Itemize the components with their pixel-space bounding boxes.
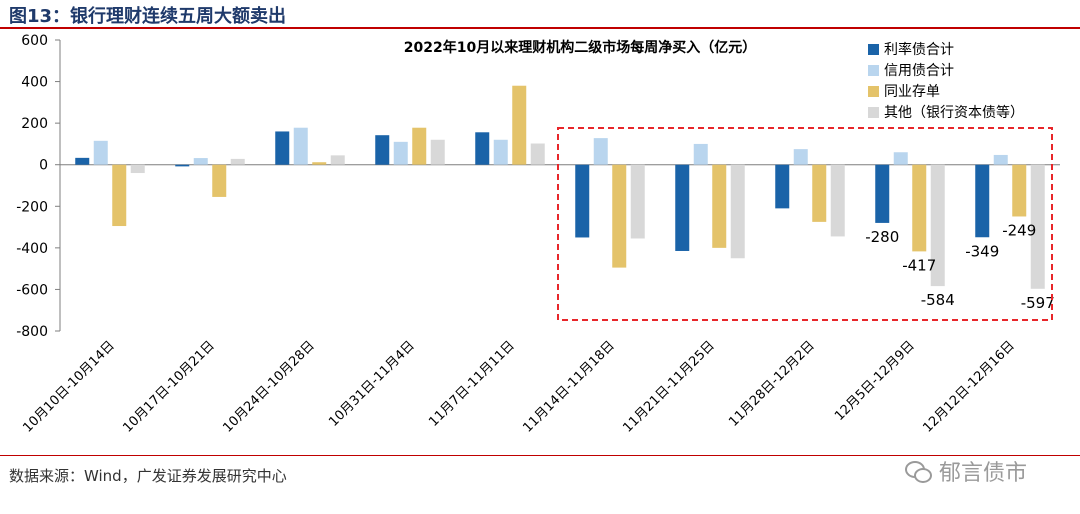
chart-title: 2022年10月以来理财机构二级市场每周净买入（亿元） (404, 39, 756, 56)
legend-label-2: 信用债合计 (884, 63, 954, 79)
bar-1-4 (375, 135, 390, 165)
legend-label-3: 同业存单 (884, 84, 940, 100)
top-rule (0, 27, 1080, 29)
legend-label-1: 利率债合计 (884, 41, 954, 58)
bar-4-7 (730, 164, 745, 259)
bar-4-6 (630, 164, 645, 239)
bar-4-5 (530, 143, 545, 165)
bar-2-7 (693, 143, 708, 165)
bar-3-3 (312, 162, 327, 165)
bar-4-3 (330, 155, 345, 165)
bar-1-6 (575, 164, 590, 238)
bar-1-5 (475, 132, 490, 165)
bar-1-7 (675, 164, 690, 251)
bar-3-2 (212, 164, 227, 197)
bottom-rule (0, 455, 1080, 456)
bar-3-9 (912, 164, 927, 252)
data-label: -249 (1002, 221, 1036, 239)
wechat-icon (905, 459, 933, 483)
bar-3-5 (512, 85, 527, 165)
bar-4-9 (930, 164, 945, 287)
data-label: -417 (902, 256, 936, 274)
bar-1-3 (275, 131, 290, 165)
y-tick-label: -200 (16, 199, 48, 215)
source-note: 数据来源：Wind，广发证券发展研究中心 (9, 467, 287, 485)
legend-swatch-2 (868, 65, 879, 76)
x-tick-label: 11月28日-12月2日 (726, 338, 818, 430)
y-tick-label: 200 (21, 116, 48, 132)
bar-1-1 (75, 157, 90, 165)
x-tick-label: 10月17日-10月21日 (120, 338, 217, 435)
x-tick-label: 10月10日-10月14日 (20, 338, 117, 435)
data-label: -280 (865, 228, 899, 246)
bar-2-10 (993, 154, 1008, 165)
x-tick-label: 12月5日-12月9日 (832, 338, 918, 424)
data-label: -584 (921, 291, 955, 309)
legend-swatch-1 (868, 44, 879, 55)
bar-3-6 (612, 164, 627, 268)
bar-2-4 (393, 141, 408, 165)
bar-4-2 (230, 158, 245, 165)
y-tick-label: -800 (16, 324, 48, 340)
bar-4-8 (830, 164, 845, 237)
legend-swatch-3 (868, 86, 879, 97)
data-label: -597 (1021, 294, 1055, 312)
bar-1-9 (875, 164, 890, 223)
bar-2-2 (193, 158, 208, 165)
legend-swatch-4 (868, 107, 879, 118)
highlight-box (557, 127, 1053, 321)
bar-4-4 (430, 139, 445, 165)
bar-3-8 (812, 164, 827, 222)
bar-3-1 (112, 164, 127, 227)
watermark-text: 郁言债市 (939, 461, 1028, 486)
bar-2-8 (793, 149, 808, 165)
bar-4-10 (1030, 164, 1045, 289)
y-tick-label: -600 (16, 282, 48, 298)
bar-2-5 (493, 139, 508, 165)
bar-1-8 (775, 164, 790, 209)
y-tick-label: 400 (21, 75, 48, 91)
bar-2-6 (593, 138, 608, 165)
x-tick-label: 11月7日-11月11日 (426, 338, 518, 430)
x-tick-label: 10月31日-11月4日 (326, 338, 418, 430)
bar-1-2 (175, 164, 190, 167)
y-tick-label: 0 (39, 158, 48, 174)
bar-1-10 (975, 164, 990, 238)
figure-title: 图13：银行理财连续五周大额卖出 (9, 6, 287, 27)
legend-label-4: 其他（银行资本债等） (884, 104, 1024, 121)
bar-4-1 (130, 164, 145, 174)
x-tick-label: 10月24日-10月28日 (220, 338, 317, 435)
data-label: -349 (965, 242, 999, 260)
x-tick-label: 11月21日-11月25日 (620, 338, 717, 435)
bar-2-1 (93, 140, 108, 165)
bar-3-4 (412, 127, 427, 165)
watermark: 郁言债市 (905, 455, 1027, 487)
bar-2-3 (293, 127, 308, 165)
x-tick-label: 12月12日-12月16日 (920, 338, 1017, 435)
x-tick-label: 11月14日-11月18日 (520, 338, 617, 435)
bar-3-7 (712, 164, 727, 248)
y-tick-label: -400 (16, 241, 48, 257)
bar-2-9 (893, 152, 908, 165)
y-tick-label: 600 (21, 33, 48, 49)
bar-3-10 (1012, 164, 1027, 217)
